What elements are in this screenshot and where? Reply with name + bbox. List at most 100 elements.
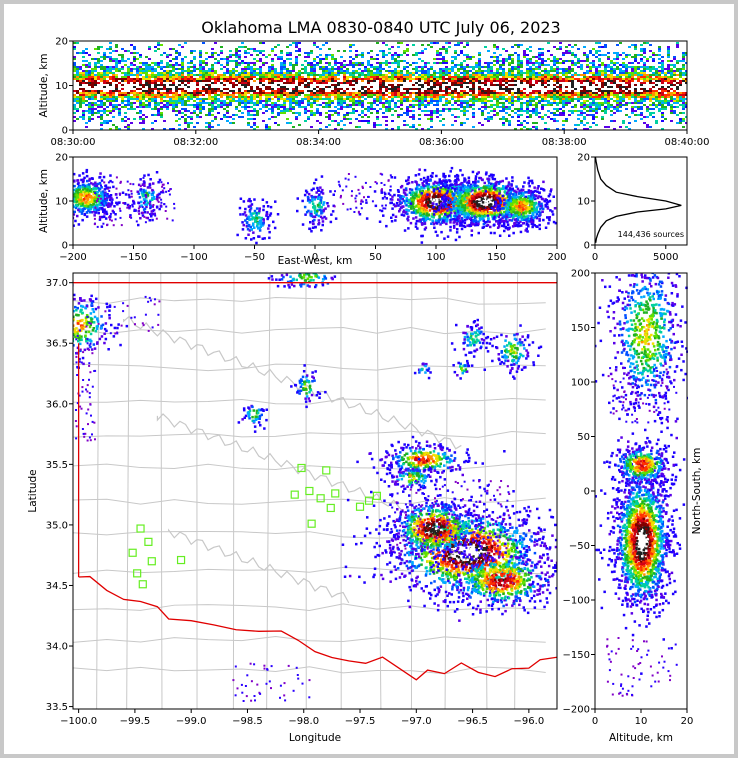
- density-cell: [604, 78, 607, 80]
- density-cell: [115, 50, 118, 52]
- density-cell: [232, 86, 235, 88]
- density-cell: [334, 84, 337, 86]
- density-cell: [100, 90, 103, 92]
- density-cell: [640, 54, 643, 56]
- density-cell: [661, 128, 664, 130]
- density-cell: [649, 56, 652, 58]
- density-cell: [247, 106, 250, 108]
- density-cell: [376, 84, 379, 86]
- density-cell: [571, 96, 574, 98]
- density-cell: [541, 94, 544, 96]
- density-cell: [286, 84, 289, 86]
- density-cell: [613, 86, 616, 88]
- density-cell: [157, 62, 160, 64]
- density-cell: [121, 54, 124, 56]
- density-cell: [364, 94, 367, 96]
- density-cell: [88, 106, 91, 108]
- density-cell: [226, 70, 229, 72]
- density-cell: [214, 58, 217, 60]
- density-cell: [370, 66, 373, 68]
- density-cell: [466, 54, 469, 56]
- density-cell: [256, 82, 259, 84]
- density-cell: [661, 72, 664, 74]
- density-cell: [268, 82, 271, 84]
- density-cell: [541, 82, 544, 84]
- density-cell: [286, 72, 289, 74]
- density-cell: [370, 82, 373, 84]
- density-cell: [241, 72, 244, 74]
- density-cell: [352, 58, 355, 60]
- density-cell: [340, 120, 343, 122]
- density-cell: [592, 92, 595, 94]
- density-cell: [667, 48, 670, 50]
- density-cell: [328, 118, 331, 120]
- density-cell: [166, 64, 169, 66]
- density-cell: [514, 88, 517, 90]
- density-cell: [208, 70, 211, 72]
- density-cell: [169, 54, 172, 56]
- density-cell: [343, 98, 346, 100]
- density-cell: [406, 48, 409, 50]
- density-cell: [289, 90, 292, 92]
- density-cell: [172, 70, 175, 72]
- density-cell: [82, 88, 85, 90]
- density-cell: [499, 80, 502, 82]
- density-cell: [262, 76, 265, 78]
- density-cell: [112, 50, 115, 52]
- density-cell: [511, 96, 514, 98]
- density-cell: [286, 82, 289, 84]
- density-cell: [394, 68, 397, 70]
- density-cell: [106, 70, 109, 72]
- density-cell: [511, 62, 514, 64]
- density-cell: [457, 64, 460, 66]
- density-cell: [343, 92, 346, 94]
- density-cell: [535, 76, 538, 78]
- density-cell: [505, 78, 508, 80]
- density-cell: [388, 78, 391, 80]
- density-cell: [679, 104, 682, 106]
- density-cell: [553, 60, 556, 62]
- density-cell: [304, 72, 307, 74]
- density-cell: [421, 76, 424, 78]
- density-cell: [91, 102, 94, 104]
- density-cell: [190, 76, 193, 78]
- density-cell: [211, 66, 214, 68]
- density-cell: [592, 82, 595, 84]
- density-cell: [166, 88, 169, 90]
- density-cell: [298, 86, 301, 88]
- density-cell: [73, 112, 76, 114]
- density-cell: [208, 84, 211, 86]
- density-cell: [217, 84, 220, 86]
- density-cell: [310, 84, 313, 86]
- density-cell: [319, 60, 322, 62]
- density-cell: [136, 66, 139, 68]
- density-cell: [388, 108, 391, 110]
- density-cell: [337, 108, 340, 110]
- density-cell: [634, 86, 637, 88]
- density-cell: [493, 98, 496, 100]
- density-cell: [250, 88, 253, 90]
- density-cell: [304, 66, 307, 68]
- density-cell: [559, 98, 562, 100]
- density-cell: [484, 102, 487, 104]
- density-cell: [595, 78, 598, 80]
- density-cell: [652, 72, 655, 74]
- density-cell: [649, 84, 652, 86]
- density-cell: [520, 114, 523, 116]
- density-cell: [103, 120, 106, 122]
- density-cell: [457, 80, 460, 82]
- density-cell: [535, 66, 538, 68]
- density-cell: [319, 58, 322, 60]
- density-cell: [385, 98, 388, 100]
- density-cell: [580, 110, 583, 112]
- density-cell: [325, 116, 328, 118]
- density-cell: [556, 48, 559, 50]
- density-cell: [346, 78, 349, 80]
- density-cell: [607, 56, 610, 58]
- density-cell: [463, 86, 466, 88]
- density-cell: [88, 80, 91, 82]
- density-cell: [127, 80, 130, 82]
- density-cell: [604, 126, 607, 128]
- density-cell: [223, 76, 226, 78]
- density-cell: [619, 80, 622, 82]
